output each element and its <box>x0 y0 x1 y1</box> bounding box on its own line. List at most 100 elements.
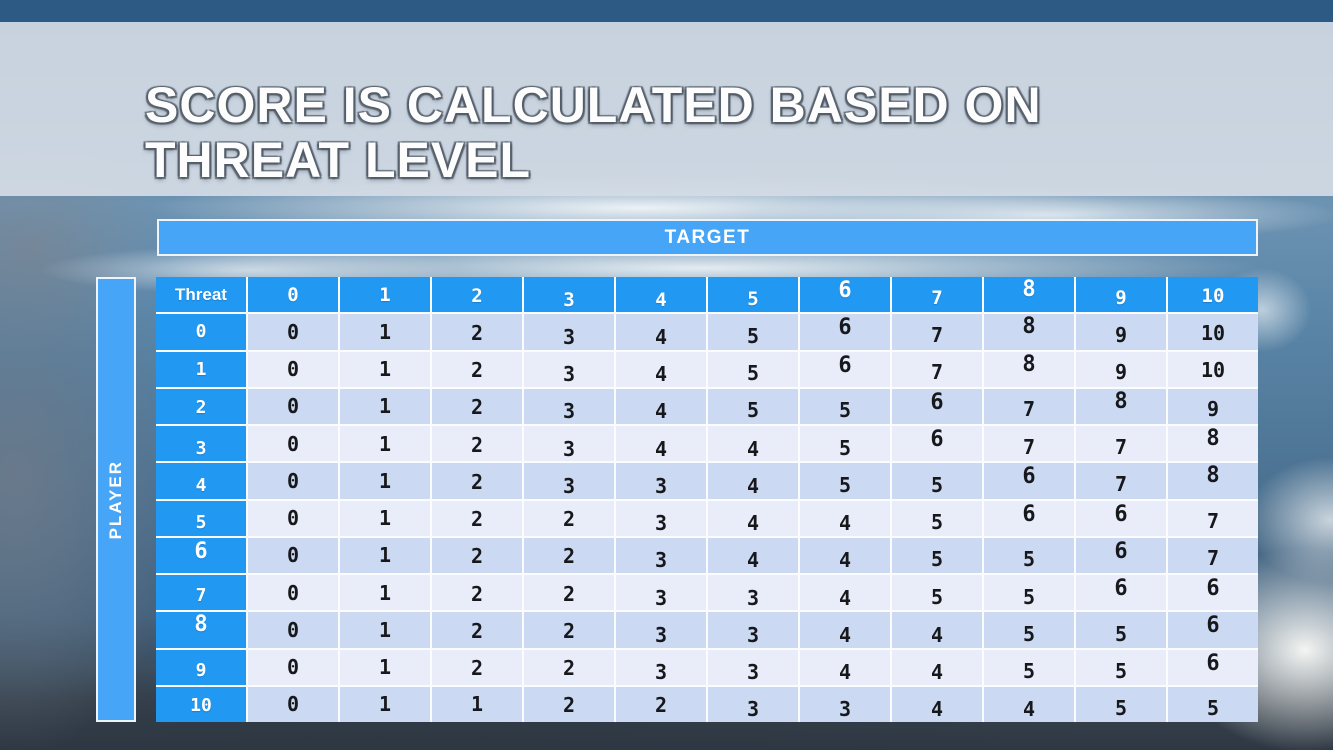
score-cell-r0-c0-text: 0 <box>286 319 300 344</box>
score-cell-r7-c7-text: 5 <box>930 584 944 609</box>
score-cell-r5-c3: 2 <box>524 500 614 536</box>
score-cell-r0-c1-text: 1 <box>378 319 392 344</box>
col-header-6-text: 6 <box>838 278 852 304</box>
score-cell-r1-c0: 0 <box>248 351 338 387</box>
score-cell-r10-c9: 5 <box>1076 686 1166 722</box>
score-cell-r2-c10-text: 9 <box>1206 397 1220 422</box>
score-cell-r5-c1: 1 <box>340 500 430 536</box>
score-cell-r1-c3-text: 3 <box>562 362 576 387</box>
score-cell-r10-c9-text: 5 <box>1114 696 1128 721</box>
score-cell-r8-c5-text: 3 <box>746 622 760 647</box>
score-cell-r5-c2: 2 <box>432 500 522 536</box>
col-header-0-text: 0 <box>287 283 299 306</box>
score-cell-r4-c4: 3 <box>616 463 706 499</box>
score-cell-r3-c9-text: 7 <box>1114 434 1128 459</box>
score-cell-r6-c3-text: 2 <box>562 544 576 569</box>
score-cell-r8-c7: 4 <box>892 612 982 648</box>
score-cell-r2-c2-text: 2 <box>470 395 484 420</box>
score-cell-r7-c2-text: 2 <box>470 581 484 606</box>
score-cell-r1-c1: 1 <box>340 351 430 387</box>
col-header-9: 9 <box>1076 277 1166 313</box>
threat-corner-header-text: Threat <box>175 284 227 304</box>
score-cell-r2-c5-text: 5 <box>746 398 760 423</box>
score-cell-r4-c1-text: 1 <box>378 468 392 493</box>
score-cell-r8-c8: 5 <box>984 612 1074 648</box>
score-cell-r2-c4: 4 <box>616 388 706 424</box>
score-cell-r9-c0: 0 <box>248 649 338 685</box>
score-cell-r0-c10-text: 10 <box>1200 320 1226 345</box>
score-cell-r5-c1-text: 1 <box>378 506 392 531</box>
col-header-4-text: 4 <box>655 288 667 311</box>
score-cell-r0-c8: 8 <box>984 314 1074 350</box>
slide-title-line2: THREAT LEVEL <box>145 132 532 188</box>
score-cell-r4-c6-text: 5 <box>838 472 852 497</box>
row-header-1: 1 <box>156 351 246 387</box>
col-header-3: 3 <box>524 277 614 313</box>
score-cell-r0-c7-text: 7 <box>930 322 944 347</box>
score-cell-r10-c8-text: 4 <box>1022 697 1036 722</box>
score-cell-r9-c10-text: 6 <box>1206 650 1220 676</box>
score-cell-r5-c3-text: 2 <box>562 507 576 532</box>
score-cell-r4-c3: 3 <box>524 463 614 499</box>
row-header-4-text: 4 <box>195 475 207 497</box>
score-cell-r5-c10: 7 <box>1168 500 1258 536</box>
score-cell-r3-c6-text: 5 <box>838 435 852 460</box>
row-header-0-text: 0 <box>195 321 207 343</box>
row-header-8: 8 <box>156 612 246 648</box>
score-cell-r9-c2: 2 <box>432 649 522 685</box>
score-cell-r9-c9-text: 5 <box>1114 659 1128 684</box>
score-cell-r10-c8: 4 <box>984 686 1074 722</box>
score-cell-r7-c3-text: 2 <box>562 581 576 606</box>
col-header-5: 5 <box>708 277 798 313</box>
score-cell-r5-c8-text: 6 <box>1022 501 1036 527</box>
col-header-1-text: 1 <box>379 283 391 306</box>
score-cell-r10-c4: 2 <box>616 686 706 722</box>
score-cell-r10-c0-text: 0 <box>286 692 300 717</box>
score-cell-r4-c2-text: 2 <box>470 469 484 494</box>
score-cell-r4-c0-text: 0 <box>286 468 300 493</box>
score-cell-r2-c6: 5 <box>800 388 890 424</box>
score-cell-r1-c7: 7 <box>892 351 982 387</box>
score-cell-r10-c10: 5 <box>1168 686 1258 722</box>
score-cell-r9-c10: 6 <box>1168 649 1258 685</box>
score-cell-r9-c7: 4 <box>892 649 982 685</box>
score-cell-r6-c7-text: 5 <box>930 547 944 572</box>
score-cell-r3-c0-text: 0 <box>286 431 300 456</box>
col-header-7-text: 7 <box>931 286 943 309</box>
score-cell-r8-c3: 2 <box>524 612 614 648</box>
score-cell-r7-c5: 3 <box>708 575 798 611</box>
score-cell-r7-c7: 5 <box>892 575 982 611</box>
score-cell-r3-c8-text: 7 <box>1022 434 1036 459</box>
row-header-3-text: 3 <box>195 438 207 460</box>
score-cell-r3-c10-text: 8 <box>1206 426 1220 452</box>
score-cell-r4-c6: 5 <box>800 463 890 499</box>
score-cell-r6-c6-text: 4 <box>838 548 852 573</box>
score-cell-r7-c0: 0 <box>248 575 338 611</box>
score-cell-r7-c3: 2 <box>524 575 614 611</box>
score-cell-r6-c4-text: 3 <box>654 548 668 573</box>
score-cell-r0-c2: 2 <box>432 314 522 350</box>
score-cell-r5-c5-text: 4 <box>746 511 760 536</box>
score-cell-r3-c8: 7 <box>984 426 1074 462</box>
score-cell-r1-c4: 4 <box>616 351 706 387</box>
col-header-1: 1 <box>340 277 430 313</box>
score-cell-r1-c9: 9 <box>1076 351 1166 387</box>
score-cell-r2-c3-text: 3 <box>562 399 576 424</box>
score-cell-r9-c1-text: 1 <box>378 655 392 680</box>
score-cell-r2-c8: 7 <box>984 388 1074 424</box>
score-cell-r8-c4-text: 3 <box>654 622 668 647</box>
score-cell-r4-c2: 2 <box>432 463 522 499</box>
score-cell-r0-c10: 10 <box>1168 314 1258 350</box>
score-cell-r3-c7: 6 <box>892 426 982 462</box>
row-header-6-text: 6 <box>194 538 208 564</box>
score-cell-r7-c6-text: 4 <box>838 585 852 610</box>
score-cell-r10-c0: 0 <box>248 686 338 722</box>
col-header-10: 10 <box>1168 277 1258 313</box>
score-cell-r10-c5-text: 3 <box>746 697 760 722</box>
score-cell-r7-c1: 1 <box>340 575 430 611</box>
score-cell-r5-c2-text: 2 <box>470 507 484 532</box>
score-cell-r5-c7: 5 <box>892 500 982 536</box>
score-cell-r5-c0-text: 0 <box>286 506 300 531</box>
score-cell-r2-c2: 2 <box>432 388 522 424</box>
